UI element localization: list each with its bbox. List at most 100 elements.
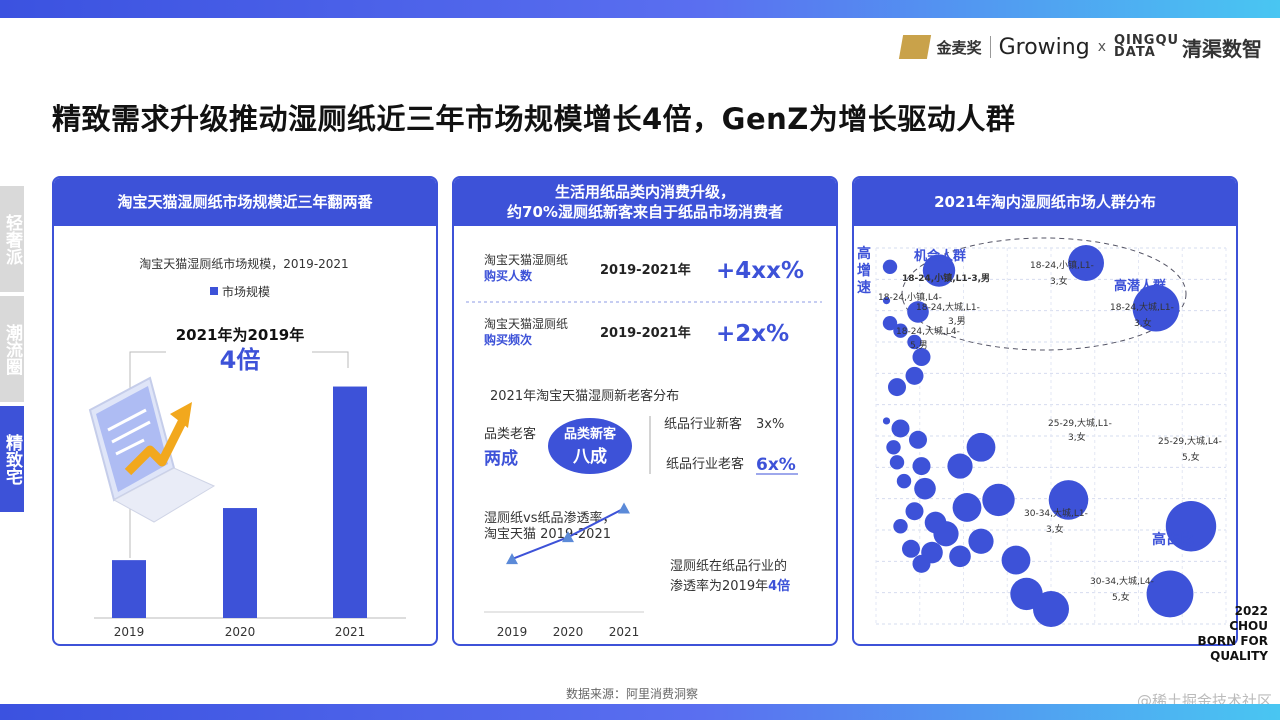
new-customer-label: 品类新客	[564, 426, 617, 442]
bubble-point-38	[1165, 501, 1217, 552]
annotation-3a: 18-24,小镇,L4-	[878, 291, 942, 303]
annotation-9a: 30-34,大城,L1-	[1024, 507, 1088, 519]
bubble-point-22	[914, 477, 936, 500]
bubble-point-24	[982, 483, 1015, 517]
panel-header-line2: 约70%湿厕纸新客来自于纸品市场消费者	[507, 203, 783, 221]
penetration-x-label-2019: 2019	[497, 625, 528, 639]
old-customer-label: 品类老客	[484, 426, 536, 442]
bubble-point-23	[952, 493, 982, 522]
annotation-4b: 3,男	[948, 316, 966, 327]
penetration-note-line2a: 渗透率为2019年	[670, 578, 768, 594]
row1-value: +4xx%	[716, 258, 804, 284]
bubble-point-16	[886, 440, 901, 455]
bubble-point-2	[882, 297, 891, 305]
bubble-point-13	[882, 417, 891, 425]
bubble-point-28	[893, 519, 908, 534]
side-tab-jingzhizhai[interactable]: 精致宅	[0, 406, 24, 512]
laptop-growth-chart-icon	[88, 376, 216, 523]
bubble-point-4	[882, 316, 898, 331]
bubble-point-34	[912, 554, 931, 573]
bubble-point-25	[1048, 480, 1089, 520]
penetration-note-line2: 渗透率为2019年4倍	[670, 578, 790, 594]
row2-label-line2: 购买频次	[484, 332, 532, 347]
bubble-point-17	[889, 455, 905, 470]
row2-value: +2x%	[716, 321, 789, 347]
row2-label-line1: 淘宝天猫湿厕纸	[484, 316, 568, 331]
bubble-point-3	[922, 254, 956, 287]
penetration-point-2021	[618, 502, 630, 514]
new-industry-label: 纸品行业新客	[664, 416, 742, 432]
audience-distribution-panel-header: 2021年淘内湿厕纸市场人群分布	[854, 178, 1236, 226]
legend-swatch	[210, 287, 218, 295]
opportunity-group-outline	[901, 237, 1187, 351]
audience-bubble-chart: 高 增 速 机会人群 高潜人群 高占比 18-24,小镇,L1-3,男 18-2…	[857, 237, 1227, 627]
logo-divider	[989, 36, 991, 58]
penetration-x-label-2021: 2021	[609, 625, 640, 639]
row1-label-line2: 购买人数	[484, 268, 533, 283]
annotation-6b: 5,男	[910, 340, 928, 351]
annotation-7a: 25-29,大城,L1-	[1048, 417, 1112, 429]
x-tick-label-2021: 2021	[335, 625, 366, 639]
top-gradient-bar	[0, 0, 1280, 18]
row2-period: 2019-2021年	[600, 325, 691, 341]
jinmai-logo-icon	[898, 35, 931, 59]
bubble-point-8	[905, 366, 924, 385]
bubble-point-7	[912, 348, 931, 367]
new-industry-value: 3x%	[756, 417, 784, 432]
bubble-point-10	[907, 301, 929, 323]
distribution-title: 2021年淘宝天猫湿厕新老客分布	[490, 388, 679, 404]
logo-x: x	[1097, 39, 1106, 55]
row1-period: 2019-2021年	[600, 262, 691, 278]
callout-text-line1: 2021年为2019年	[176, 326, 305, 344]
annotation-5a: 18-24,大城,L1-	[1110, 301, 1174, 313]
panel-header-line1: 生活用纸品类内消费升级，	[554, 183, 735, 201]
bar-2021	[333, 386, 367, 618]
market-size-panel-header: 淘宝天猫湿厕纸市场规模近三年翻两番	[54, 178, 436, 226]
side-tabs: 轻奢派 潮流圈 精致宅	[0, 186, 24, 516]
annotation-8a: 25-29,大城,L4-	[1158, 435, 1222, 447]
side-tab-chaoliu[interactable]: 潮流圈	[0, 296, 24, 402]
consumption-upgrade-panel-header: 生活用纸品类内消费升级， 约70%湿厕纸新客来自于纸品市场消费者	[454, 178, 836, 226]
annotation-6a: 18-24,大城,L4-	[896, 325, 960, 337]
corner-line-1: 2022	[1234, 604, 1268, 618]
label-high-share: 高占比	[1152, 531, 1194, 548]
annotation-1: 18-24,小镇,L1-3,男	[902, 272, 990, 284]
consumption-upgrade-panel: 生活用纸品类内消费升级， 约70%湿厕纸新客来自于纸品市场消费者 淘宝天猫湿厕纸…	[452, 176, 838, 646]
x-tick-label-2019: 2019	[114, 625, 145, 639]
bubble-point-18	[912, 457, 931, 476]
annotation-4a: 18-24,大城,L1-	[916, 301, 980, 313]
new-customer-value: 八成	[573, 446, 607, 467]
penetration-point-2020	[562, 531, 574, 543]
y-label-char-3: 速	[857, 279, 871, 296]
bottom-gradient-bar	[0, 704, 1280, 720]
bubble-point-9	[888, 378, 906, 397]
penetration-note-line2b: 4倍	[768, 578, 790, 594]
data-source: 数据来源：阿里消费洞察	[566, 687, 699, 701]
bubble-point-30	[968, 528, 994, 554]
bubble-point-14	[891, 419, 910, 438]
qingqu-logo-en: QINGQU DATA	[1114, 33, 1180, 60]
bubble-point-5	[893, 323, 908, 338]
label-opportunity: 机会人群	[914, 248, 966, 264]
old-industry-value: 6x%	[756, 455, 796, 475]
penetration-title-line2: 淘宝天猫 2019-2021	[484, 527, 611, 542]
consumption-upgrade-graphic: 淘宝天猫湿厕纸 购买人数 2019-2021年 +4xx% 淘宝天猫湿厕纸 购买…	[466, 252, 822, 639]
bubble-point-1	[882, 259, 898, 274]
bubble-point-21	[896, 473, 912, 489]
old-industry-label: 纸品行业老客	[666, 456, 744, 472]
bubble-point-35	[1001, 545, 1031, 575]
header-logos: 金麦奖 Growing x QINGQU DATA 清渠数智	[898, 32, 1262, 62]
bubble-point-12	[1132, 284, 1180, 332]
annotation-8b: 5,女	[1182, 451, 1200, 463]
row1-label-line1: 淘宝天猫湿厕纸	[484, 252, 568, 267]
old-customer-value: 两成	[484, 448, 518, 469]
bar-2019	[112, 560, 146, 618]
bubble-point-37	[1033, 590, 1069, 627]
jinmai-logo-text: 金麦奖	[936, 38, 982, 57]
bubble-point-20	[966, 432, 996, 462]
growing-logo: Growing	[998, 34, 1090, 60]
audience-distribution-panel: 2021年淘内湿厕纸市场人群分布 高 增 速 机会人群 高潜人群 高占比 18-…	[852, 176, 1238, 646]
page-title: 精致需求升级推动湿厕纸近三年市场规模增长4倍，GenZ为增长驱动人群	[52, 102, 1016, 136]
side-tab-qingshe[interactable]: 轻奢派	[0, 186, 24, 292]
bubble-point-11	[1068, 245, 1104, 282]
